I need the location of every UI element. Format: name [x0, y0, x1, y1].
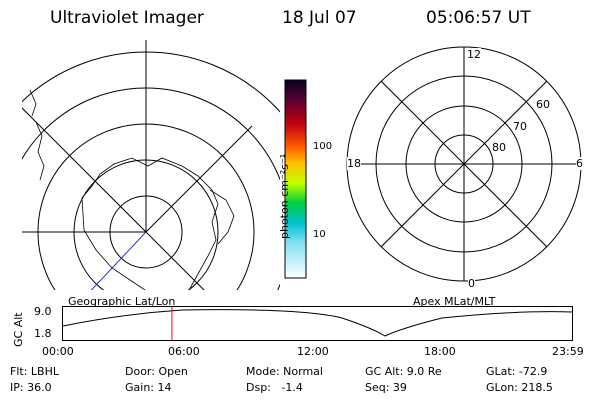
antarctica-coastline — [81, 157, 219, 290]
colorbar-tick-10: 10 — [313, 229, 326, 240]
observation-time: 05:06:57 UT — [426, 8, 531, 28]
altitude-ymax-label: 9.0 — [34, 305, 52, 318]
altitude-plot — [62, 306, 573, 341]
altitude-x-tick: 00:00 — [42, 345, 74, 358]
colorbar — [284, 79, 307, 279]
lat-circle — [22, 87, 280, 290]
mlt-label-18: 18 — [347, 157, 361, 170]
altitude-ylabel: GC Alt — [12, 312, 25, 347]
instrument-title: Ultraviolet Imager — [50, 8, 204, 28]
colorbar-gradient — [284, 79, 307, 279]
altitude-ymin-label: 1.8 — [34, 327, 52, 340]
geographic-map — [22, 40, 280, 290]
altitude-x-tick: 23:59 — [552, 345, 584, 358]
info-glon: GLon: 218.5 — [486, 381, 553, 394]
info-gain: Gain: 14 — [125, 381, 172, 394]
info-ip: IP: 36.0 — [10, 381, 52, 394]
info-seq: Seq: 39 — [365, 381, 407, 394]
mlt-label-6: 6 — [576, 157, 583, 170]
observation-date: 18 Jul 07 — [282, 8, 357, 28]
coastline — [29, 89, 37, 117]
coastline — [35, 121, 45, 181]
altitude-curve — [62, 309, 573, 337]
info-gc-alt: GC Alt: 9.0 Re — [365, 365, 442, 378]
lon-line — [145, 231, 205, 290]
lon-line — [145, 125, 253, 233]
lon-line — [22, 107, 147, 233]
mlt-line — [380, 80, 548, 248]
info-mode: Mode: Normal — [246, 365, 323, 378]
polar-plot-caption: Apex MLat/MLT — [413, 295, 496, 308]
colorbar-tick-100: 100 — [313, 141, 333, 152]
altitude-plot-frame — [62, 306, 573, 341]
info-glat: GLat: -72.9 — [486, 365, 548, 378]
mlat-label-80: 80 — [492, 141, 506, 154]
geographic-map-caption: Geographic Lat/Lon — [68, 295, 176, 308]
mlat-label-60: 60 — [536, 98, 550, 111]
mlt-label-12: 12 — [467, 48, 481, 61]
info-dsp: Dsp: -1.4 — [246, 381, 303, 394]
mlat-label-70: 70 — [513, 120, 527, 133]
info-door: Door: Open — [125, 365, 188, 378]
altitude-x-tick: 18:00 — [424, 345, 456, 358]
coastline — [209, 189, 235, 245]
mlat-mlt-polar-plot — [346, 46, 582, 282]
info-filter: Flt: LBHL — [10, 365, 59, 378]
mlt-label-0: 0 — [468, 277, 475, 290]
colorbar-unit-label: photon cm⁻²s⁻¹ — [278, 153, 291, 239]
altitude-x-tick: 06:00 — [168, 345, 200, 358]
altitude-x-tick: 12:00 — [297, 345, 329, 358]
satellite-track — [90, 231, 147, 290]
